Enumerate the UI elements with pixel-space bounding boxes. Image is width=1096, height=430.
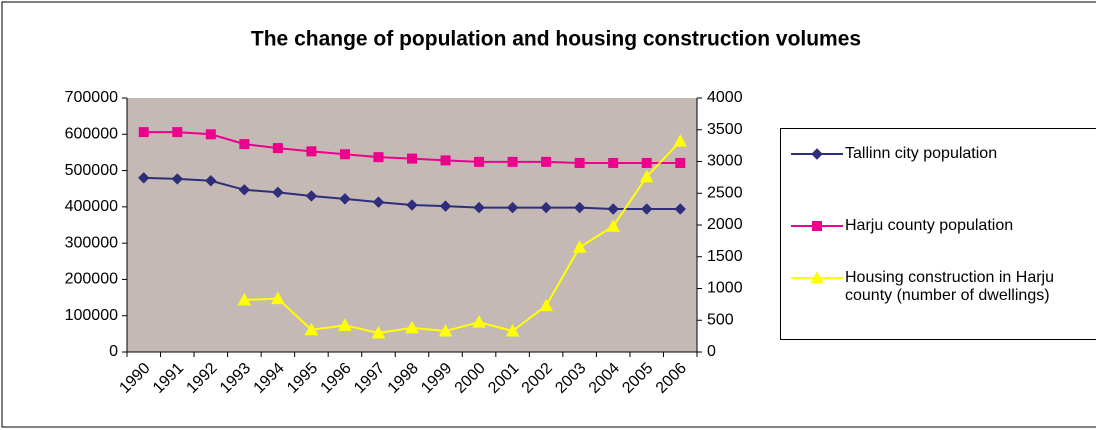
marker bbox=[272, 143, 283, 154]
y2-tick-label: 4000 bbox=[707, 89, 743, 106]
marker bbox=[440, 155, 451, 166]
marker bbox=[641, 157, 652, 168]
y2-tick-label: 2000 bbox=[707, 216, 743, 233]
y-tick-label: 400000 bbox=[65, 198, 118, 215]
marker bbox=[239, 139, 250, 150]
marker bbox=[812, 221, 822, 231]
y2-tick-label: 3000 bbox=[707, 153, 743, 170]
marker bbox=[640, 203, 653, 215]
marker bbox=[607, 203, 619, 215]
y2-tick-label: 1500 bbox=[707, 248, 743, 265]
y2-tick-label: 2500 bbox=[707, 184, 743, 201]
marker bbox=[406, 199, 418, 211]
legend-label: Harju county population bbox=[845, 217, 1014, 234]
marker bbox=[540, 201, 552, 214]
marker bbox=[574, 157, 585, 168]
marker bbox=[305, 190, 318, 202]
marker bbox=[505, 324, 520, 337]
marker bbox=[138, 172, 150, 184]
y-tick-label: 700000 bbox=[65, 89, 118, 106]
legend-label: Housing construction in Harju county (nu… bbox=[845, 269, 1054, 304]
marker bbox=[438, 324, 453, 337]
marker bbox=[572, 240, 587, 253]
marker bbox=[271, 291, 285, 305]
marker bbox=[304, 322, 319, 336]
marker bbox=[608, 157, 619, 168]
marker bbox=[407, 153, 417, 164]
marker bbox=[506, 201, 519, 214]
marker bbox=[507, 156, 518, 167]
legend-entry: Harju county population bbox=[789, 217, 1096, 235]
marker bbox=[172, 127, 183, 138]
y-tick-label: 300000 bbox=[65, 234, 118, 251]
legend-entry: Tallinn city population bbox=[789, 145, 1096, 163]
y-tick-label: 200000 bbox=[65, 271, 118, 288]
marker bbox=[338, 318, 352, 331]
marker bbox=[674, 203, 686, 215]
y2-tick-label: 0 bbox=[707, 343, 716, 360]
marker bbox=[238, 184, 251, 196]
marker bbox=[539, 298, 553, 312]
y-tick-label: 500000 bbox=[65, 162, 118, 179]
marker bbox=[171, 173, 184, 185]
marker bbox=[473, 201, 485, 214]
chart-title: The change of population and housing con… bbox=[251, 28, 861, 51]
legend-label: Tallinn city population bbox=[845, 145, 998, 162]
marker bbox=[405, 320, 419, 334]
legend-entry: Housing construction in Harju county (nu… bbox=[789, 269, 1096, 305]
y2-tick-label: 1000 bbox=[707, 280, 743, 297]
marker bbox=[237, 292, 252, 306]
marker bbox=[472, 315, 486, 328]
legend: Tallinn city population Harju county popu… bbox=[780, 128, 1096, 340]
legend-swatch bbox=[791, 221, 843, 231]
marker bbox=[439, 200, 452, 212]
marker bbox=[339, 193, 351, 205]
marker bbox=[138, 127, 149, 138]
marker bbox=[606, 219, 621, 232]
marker bbox=[573, 201, 586, 214]
marker bbox=[541, 156, 552, 167]
plot-area bbox=[127, 98, 697, 352]
marker bbox=[371, 325, 386, 339]
marker bbox=[474, 156, 485, 167]
y-tick-label: 0 bbox=[109, 343, 118, 360]
y2-tick-label: 3500 bbox=[707, 121, 743, 138]
marker bbox=[373, 152, 384, 163]
legend-swatch bbox=[791, 270, 843, 284]
marker bbox=[811, 148, 823, 160]
marker bbox=[339, 149, 350, 160]
marker bbox=[810, 270, 824, 284]
legend-swatch bbox=[791, 148, 843, 160]
y-tick-label: 100000 bbox=[65, 307, 118, 324]
marker bbox=[272, 186, 284, 199]
marker bbox=[205, 175, 217, 187]
marker bbox=[372, 196, 385, 208]
marker bbox=[306, 146, 317, 157]
marker bbox=[675, 157, 686, 168]
y2-tick-label: 500 bbox=[707, 311, 734, 328]
marker bbox=[639, 169, 654, 183]
marker bbox=[673, 134, 688, 147]
marker bbox=[205, 129, 216, 140]
y-tick-label: 600000 bbox=[65, 126, 118, 143]
